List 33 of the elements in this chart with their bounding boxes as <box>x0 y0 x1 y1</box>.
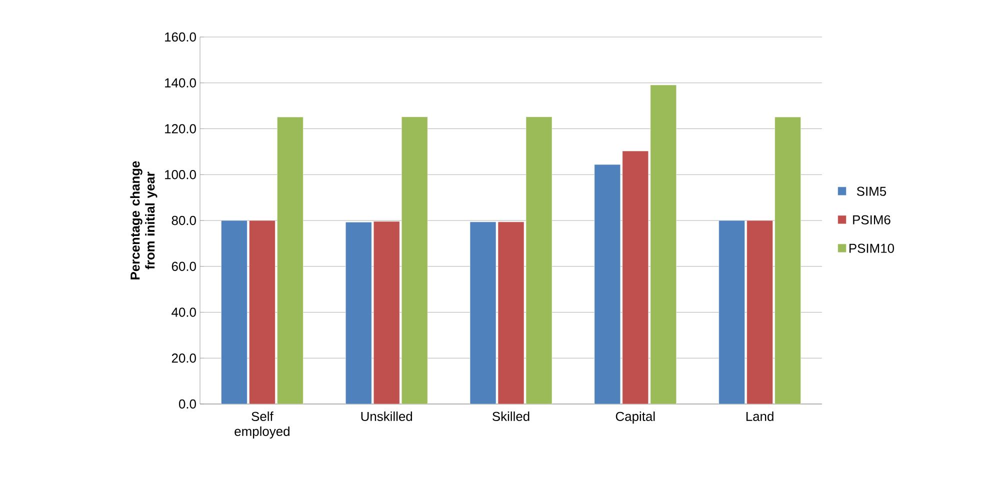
y-tick-label: 160.0 <box>165 32 196 42</box>
bar <box>470 222 496 404</box>
bar <box>718 220 745 404</box>
bar <box>650 84 677 404</box>
y-tick-label: 0.0 <box>178 399 196 409</box>
y-tick-label: 80.0 <box>172 216 196 226</box>
bar <box>345 222 372 404</box>
legend-label: SIM5 <box>856 186 886 196</box>
bar <box>498 222 524 404</box>
x-tick-label: Capital <box>616 412 655 424</box>
bar <box>746 220 773 404</box>
x-tick-label: Unskilled <box>361 412 412 422</box>
x-tick-label: Self employed <box>234 412 290 439</box>
y-tick-label: 140.0 <box>165 78 196 88</box>
bar <box>594 164 621 404</box>
bar <box>622 150 649 404</box>
y-tick-label: 60.0 <box>172 262 196 271</box>
bar <box>373 221 400 404</box>
x-tick-label: Skilled <box>492 412 530 422</box>
bar <box>221 220 248 404</box>
y-tick-label: 40.0 <box>172 308 196 317</box>
y-tick-label: 120.0 <box>165 124 196 134</box>
bar <box>277 116 304 404</box>
bar <box>526 116 552 404</box>
x-tick-label: Land <box>746 412 774 422</box>
y-axis-title: Percentage change from initial year <box>130 161 158 280</box>
y-tick-label: 100.0 <box>165 170 196 180</box>
bar <box>249 220 276 404</box>
bar <box>774 116 801 404</box>
legend-label: PSIM6 <box>853 215 890 224</box>
bar <box>401 116 428 404</box>
legend-label: PSIM10 <box>849 244 894 253</box>
y-tick-label: 20.0 <box>172 354 196 363</box>
